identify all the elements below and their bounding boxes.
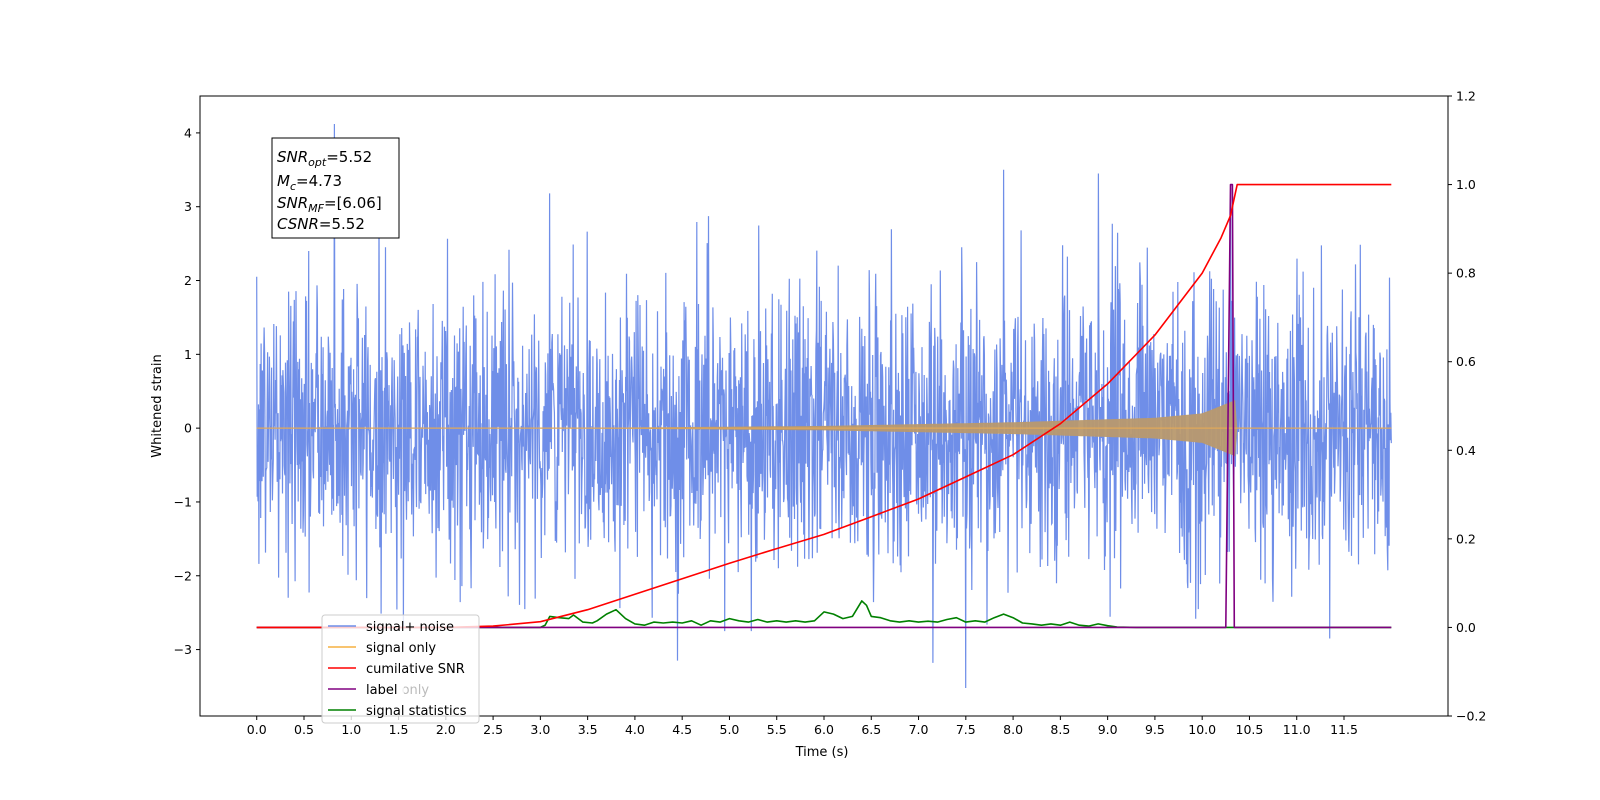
x-tick-label: 7.5 xyxy=(956,722,976,737)
x-tick-label: 4.0 xyxy=(625,722,645,737)
right-y-tick-label: 1.2 xyxy=(1456,89,1476,104)
legend-label-label: label xyxy=(366,683,397,698)
series-signal-noise-line xyxy=(256,123,1392,689)
x-axis-label: Time (s) xyxy=(795,745,849,760)
x-tick-label: 0.0 xyxy=(247,722,267,737)
x-tick-label: 4.5 xyxy=(672,722,692,737)
x-tick-label: 10.0 xyxy=(1188,722,1216,737)
left-y-axis-ticks: 4 3 2 1 0 −1 −2 −3 xyxy=(174,125,200,657)
series-label-line xyxy=(256,183,1392,629)
left-y-tick-label: 0 xyxy=(184,421,192,436)
x-tick-label: 6.0 xyxy=(814,722,834,737)
x-tick-label: 0.5 xyxy=(294,722,314,737)
plot-series xyxy=(256,123,1392,689)
snr-opt-text: SNRopt=5.52 xyxy=(277,148,372,169)
x-tick-label: 2.5 xyxy=(483,722,503,737)
x-tick-label: 1.0 xyxy=(341,722,361,737)
left-y-tick-label: −1 xyxy=(174,494,192,509)
x-tick-label: 8.0 xyxy=(1003,722,1023,737)
x-tick-label: 7.0 xyxy=(909,722,929,737)
right-y-tick-label: −0.2 xyxy=(1456,709,1486,724)
legend-label-signal-statistics: signal statistics xyxy=(366,704,467,719)
chirp-mass-text: Mc=4.73 xyxy=(277,172,342,193)
legend-label-signal-only: signal only xyxy=(366,641,436,656)
right-y-tick-label: 0.2 xyxy=(1456,531,1476,546)
left-y-tick-label: 3 xyxy=(184,199,192,214)
series-cumulative-snr-line xyxy=(256,183,1392,629)
x-tick-label: 3.0 xyxy=(530,722,550,737)
y-axis-label: Whitened strain xyxy=(150,354,165,457)
series-signal-statistics-line xyxy=(256,600,1392,629)
left-y-tick-label: 4 xyxy=(184,125,192,140)
snr-mf-text: SNRMF=[6.06] xyxy=(277,194,382,215)
x-tick-label: 2.0 xyxy=(436,722,456,737)
x-tick-label: 9.0 xyxy=(1098,722,1118,737)
x-tick-label: 3.5 xyxy=(578,722,598,737)
left-y-tick-label: 1 xyxy=(184,347,192,362)
info-box-frame xyxy=(271,137,400,239)
right-y-tick-label: 0.4 xyxy=(1456,443,1476,458)
x-tick-label: 11.0 xyxy=(1283,722,1311,737)
right-y-tick-label: 0.6 xyxy=(1456,354,1476,369)
right-y-tick-label: 0.8 xyxy=(1456,266,1476,281)
x-tick-label: 10.5 xyxy=(1236,722,1264,737)
right-y-tick-label: 1.0 xyxy=(1456,177,1476,192)
x-axis-ticks: 0.0 0.5 1.0 1.5 2.0 2.5 3.0 3.5 4.0 4.5 5.0 5.5 6.0 6… xyxy=(247,716,1358,737)
left-y-tick-label: −2 xyxy=(174,568,192,583)
x-tick-label: 6.5 xyxy=(861,722,881,737)
right-y-axis-ticks: 1.2 1.0 0.8 0.6 0.4 0.2 0.0 −0.2 xyxy=(1448,89,1486,724)
left-y-tick-label: 2 xyxy=(184,273,192,288)
x-tick-label: 8.5 xyxy=(1050,722,1070,737)
csnr-text: CSNR=5.52 xyxy=(277,215,365,233)
right-y-tick-label: 0.0 xyxy=(1456,620,1476,635)
x-tick-label: 5.5 xyxy=(767,722,787,737)
legend-label-cumulative-snr: cumilative SNR xyxy=(366,662,465,677)
legend-frame xyxy=(321,614,480,724)
left-y-tick-label: −3 xyxy=(174,642,192,657)
x-tick-label: 9.5 xyxy=(1145,722,1165,737)
x-tick-label: 5.0 xyxy=(720,722,740,737)
legend-label-signal-noise: signal+ noise xyxy=(366,620,454,635)
x-tick-label: 1.5 xyxy=(389,722,409,737)
x-tick-label: 11.5 xyxy=(1330,722,1358,737)
legend: signal+ noise signal only cumilative SNR… xyxy=(321,614,480,724)
legend-label-backdrop xyxy=(364,680,404,698)
parameter-info-box: SNRopt=5.52 Mc=4.73 SNRMF=[6.06] CSNR=5.… xyxy=(271,137,400,239)
